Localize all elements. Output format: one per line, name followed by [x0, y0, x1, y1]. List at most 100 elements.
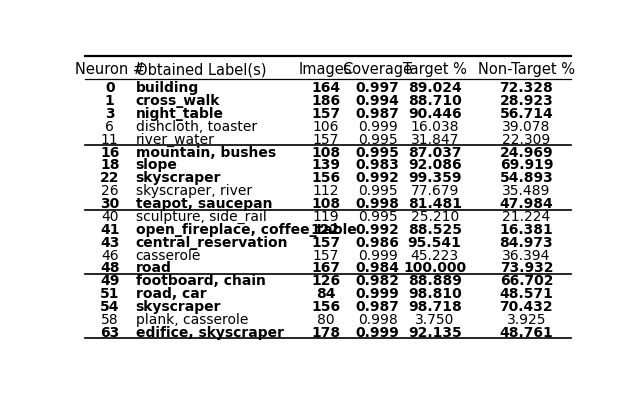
Text: 24.969: 24.969 [500, 146, 553, 160]
Text: 21.224: 21.224 [502, 210, 550, 224]
Text: road: road [136, 261, 172, 275]
Text: 88.889: 88.889 [408, 274, 461, 288]
Text: 108: 108 [311, 197, 340, 211]
Text: teapot, saucepan: teapot, saucepan [136, 197, 272, 211]
Text: 18: 18 [100, 158, 120, 172]
Text: 11: 11 [101, 133, 118, 147]
Text: cross_walk: cross_walk [136, 94, 220, 108]
Text: 0.995: 0.995 [358, 184, 397, 198]
Text: 1: 1 [105, 94, 115, 108]
Text: 95.541: 95.541 [408, 236, 461, 250]
Text: 80: 80 [317, 313, 334, 327]
Text: 48.571: 48.571 [499, 287, 554, 301]
Text: night_table: night_table [136, 107, 223, 121]
Text: 40: 40 [101, 210, 118, 224]
Text: 100.000: 100.000 [403, 261, 466, 275]
Text: 56.714: 56.714 [500, 107, 553, 121]
Text: 0.999: 0.999 [356, 287, 399, 301]
Text: 16: 16 [100, 146, 120, 160]
Text: 84: 84 [316, 287, 335, 301]
Text: 98.810: 98.810 [408, 287, 461, 301]
Text: Coverage: Coverage [342, 62, 413, 77]
Text: 0: 0 [105, 81, 115, 95]
Text: 119: 119 [312, 210, 339, 224]
Text: 3.925: 3.925 [507, 313, 546, 327]
Text: road, car: road, car [136, 287, 206, 301]
Text: 39.078: 39.078 [502, 120, 550, 134]
Text: 41: 41 [100, 223, 120, 237]
Text: 157: 157 [312, 133, 339, 147]
Text: 63: 63 [100, 326, 120, 340]
Text: 28.923: 28.923 [500, 94, 553, 108]
Text: 84.973: 84.973 [500, 236, 553, 250]
Text: casserole: casserole [136, 248, 201, 263]
Text: 87.037: 87.037 [408, 146, 461, 160]
Text: 99.359: 99.359 [408, 171, 461, 185]
Text: 43: 43 [100, 236, 120, 250]
Text: 88.710: 88.710 [408, 94, 461, 108]
Text: 0.995: 0.995 [358, 133, 397, 147]
Text: 58: 58 [101, 313, 118, 327]
Text: 16.038: 16.038 [410, 120, 459, 134]
Text: mountain, bushes: mountain, bushes [136, 146, 276, 160]
Text: Neuron #: Neuron # [75, 62, 145, 77]
Text: 157: 157 [312, 248, 339, 263]
Text: 0.984: 0.984 [356, 261, 399, 275]
Text: 70.432: 70.432 [500, 300, 553, 314]
Text: 0.997: 0.997 [356, 81, 399, 95]
Text: skyscraper: skyscraper [136, 300, 221, 314]
Text: 22: 22 [100, 171, 120, 185]
Text: 31.847: 31.847 [410, 133, 459, 147]
Text: edifice, skyscraper: edifice, skyscraper [136, 326, 284, 340]
Text: 156: 156 [311, 300, 340, 314]
Text: 90.446: 90.446 [408, 107, 461, 121]
Text: 72.328: 72.328 [500, 81, 553, 95]
Text: 98.718: 98.718 [408, 300, 461, 314]
Text: 77.679: 77.679 [410, 184, 459, 198]
Text: 49: 49 [100, 274, 120, 288]
Text: 89.024: 89.024 [408, 81, 461, 95]
Text: 35.489: 35.489 [502, 184, 550, 198]
Text: 0.999: 0.999 [358, 120, 397, 134]
Text: 139: 139 [311, 158, 340, 172]
Text: Target %: Target % [403, 62, 467, 77]
Text: 0.992: 0.992 [356, 223, 399, 237]
Text: 0.994: 0.994 [356, 94, 399, 108]
Text: 46: 46 [101, 248, 118, 263]
Text: 88.525: 88.525 [408, 223, 461, 237]
Text: slope: slope [136, 158, 177, 172]
Text: 47.984: 47.984 [500, 197, 553, 211]
Text: 36.394: 36.394 [502, 248, 550, 263]
Text: 92.135: 92.135 [408, 326, 461, 340]
Text: 0.987: 0.987 [356, 107, 399, 121]
Text: 26: 26 [101, 184, 118, 198]
Text: 0.998: 0.998 [356, 197, 399, 211]
Text: 0.995: 0.995 [358, 210, 397, 224]
Text: Images: Images [299, 62, 352, 77]
Text: 54.893: 54.893 [500, 171, 553, 185]
Text: 48: 48 [100, 261, 120, 275]
Text: 0.999: 0.999 [356, 326, 399, 340]
Text: 48.761: 48.761 [500, 326, 553, 340]
Text: 106: 106 [312, 120, 339, 134]
Text: central_reservation: central_reservation [136, 236, 288, 250]
Text: building: building [136, 81, 199, 95]
Text: 3.750: 3.750 [415, 313, 454, 327]
Text: 51: 51 [100, 287, 120, 301]
Text: 25.210: 25.210 [410, 210, 459, 224]
Text: 0.992: 0.992 [356, 171, 399, 185]
Text: plank, casserole: plank, casserole [136, 313, 248, 327]
Text: 81.481: 81.481 [408, 197, 461, 211]
Text: Obtained Label(s): Obtained Label(s) [136, 62, 266, 77]
Text: 0.983: 0.983 [356, 158, 399, 172]
Text: river_water: river_water [136, 133, 214, 147]
Text: 30: 30 [100, 197, 120, 211]
Text: open_fireplace, coffee_table: open_fireplace, coffee_table [136, 223, 356, 237]
Text: Non-Target %: Non-Target % [478, 62, 575, 77]
Text: 0.998: 0.998 [358, 313, 397, 327]
Text: 186: 186 [311, 94, 340, 108]
Text: 0.995: 0.995 [356, 146, 399, 160]
Text: 45.223: 45.223 [411, 248, 459, 263]
Text: 3: 3 [105, 107, 115, 121]
Text: footboard, chain: footboard, chain [136, 274, 266, 288]
